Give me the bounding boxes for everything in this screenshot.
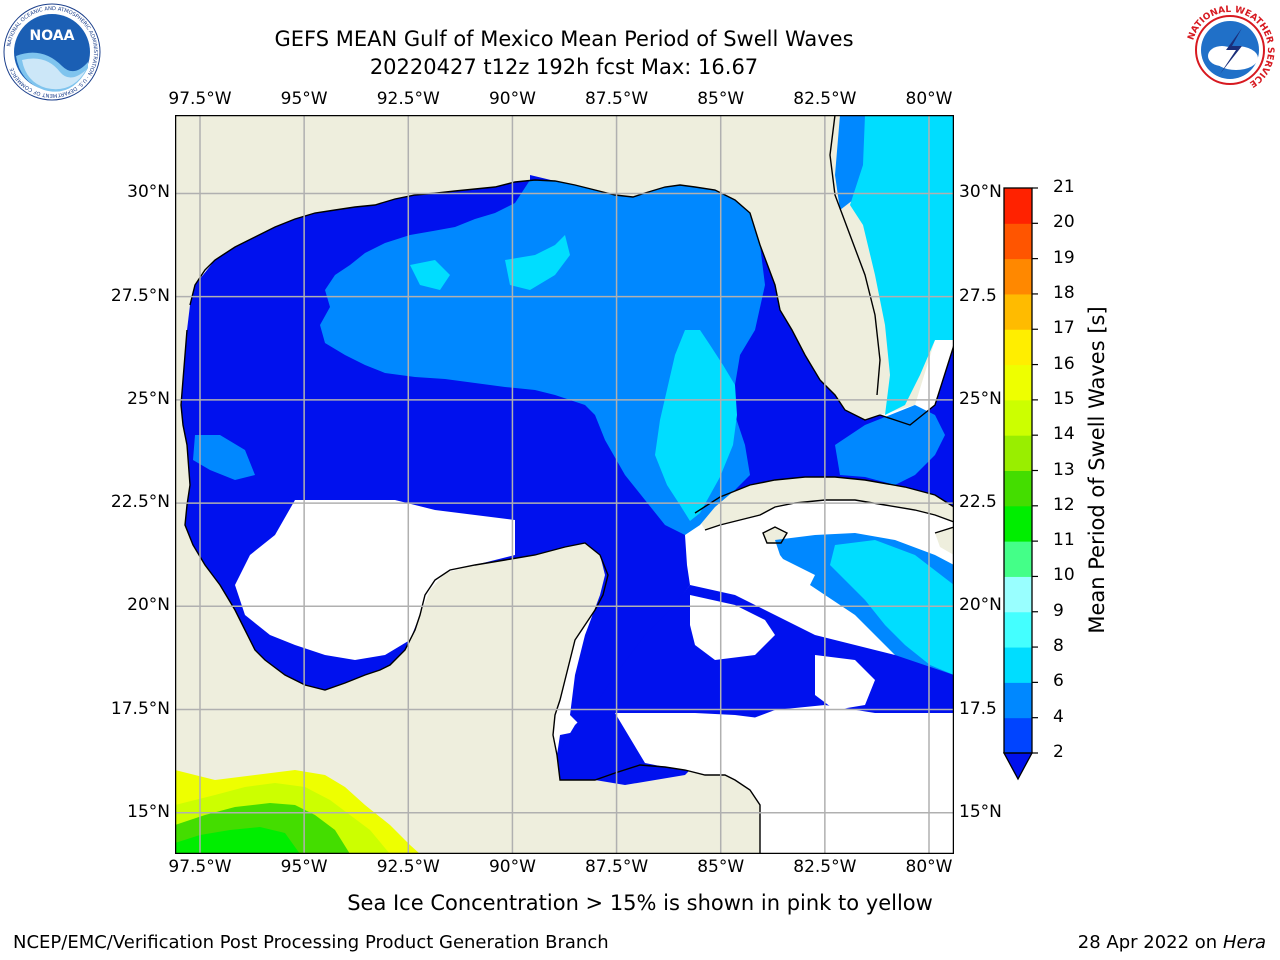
colorbar-segment-10 bbox=[1004, 364, 1032, 401]
colorbar-tick-label-2: 6 bbox=[1053, 671, 1064, 692]
lat-tick-left-1: 27.5°N bbox=[110, 285, 170, 306]
gap-bay-of-campeche bbox=[235, 500, 515, 660]
lon-tick-top-1: 95°W bbox=[280, 89, 328, 109]
lon-tick-bottom-4: 87.5°W bbox=[584, 857, 649, 877]
lon-tick-top-5: 85°W bbox=[697, 89, 745, 109]
swell-4-6s-caribbean bbox=[830, 540, 954, 675]
lat-tick-left-2: 25°N bbox=[127, 388, 170, 409]
lon-tick-bottom-5: 85°W bbox=[697, 857, 745, 877]
swell-4-6s-north bbox=[505, 235, 570, 290]
lat-tick-left-6: 15°N bbox=[127, 801, 170, 822]
colorbar-segment-15 bbox=[1004, 188, 1032, 224]
nws-logo: NATIONAL WEATHER SERVICE bbox=[1182, 2, 1278, 98]
colorbar-tick-label-8: 13 bbox=[1053, 459, 1075, 480]
colorbar-tick-label-10: 15 bbox=[1053, 388, 1075, 409]
date-text: 28 Apr 2022 on bbox=[1077, 932, 1218, 953]
data-gaps bbox=[235, 500, 954, 854]
lon-tick-top-3: 90°W bbox=[488, 89, 536, 109]
date-credit: 28 Apr 2022 on Hera bbox=[1078, 932, 1266, 953]
lon-tick-bottom-1: 95°W bbox=[280, 857, 328, 877]
colorbar-segment-9 bbox=[1004, 399, 1032, 436]
lat-tick-right-1: 27.5 bbox=[959, 285, 997, 306]
colorbar-tick-label-0: 2 bbox=[1053, 742, 1064, 762]
land-cuba bbox=[695, 477, 954, 530]
gap-caribbean-mid bbox=[690, 595, 775, 660]
org-credit: NCEP/EMC/Verification Post Processing Pr… bbox=[13, 932, 609, 953]
lat-tick-right-4: 20°N bbox=[959, 595, 1002, 616]
colorbar-tick-label-13: 18 bbox=[1053, 282, 1075, 303]
colorbar-segment-4 bbox=[1004, 576, 1032, 613]
noaa-logo: NOAA NATIONAL OCEANIC AND ATMOSPHERIC AD… bbox=[2, 2, 102, 102]
map-gridlines bbox=[175, 115, 954, 854]
colorbar-tick-label-7: 12 bbox=[1053, 494, 1075, 515]
colorbar-segment-11 bbox=[1004, 329, 1032, 366]
lat-tick-left-5: 17.5°N bbox=[110, 698, 170, 719]
swell-4-6s-west bbox=[410, 260, 450, 290]
coastlines bbox=[180, 115, 954, 854]
colorbar-segment-14 bbox=[1004, 223, 1032, 260]
lat-tick-left-4: 20°N bbox=[127, 595, 170, 616]
lat-tick-right-6: 15°N bbox=[959, 801, 1002, 822]
lat-tick-left-3: 22.5°N bbox=[110, 492, 170, 513]
lon-tick-bottom-3: 90°W bbox=[488, 857, 536, 877]
colorbar-segment-5 bbox=[1004, 541, 1032, 577]
colorbar-tick-label-3: 8 bbox=[1053, 636, 1064, 657]
lon-tick-top-4: 87.5°W bbox=[584, 89, 649, 109]
colorbar-tick-label-12: 17 bbox=[1053, 318, 1075, 339]
lat-tick-right-0: 30°N bbox=[959, 182, 1002, 203]
noaa-logo-text: NOAA bbox=[30, 28, 75, 44]
colorbar-tick-label-4: 9 bbox=[1053, 600, 1064, 621]
lon-tick-bottom-7: 80°W bbox=[905, 857, 953, 877]
swell-2-4s-straits bbox=[835, 405, 945, 485]
colorbar-segment-12 bbox=[1004, 293, 1032, 330]
lon-tick-top-0: 97.5°W bbox=[168, 89, 232, 109]
colorbar-segment-1 bbox=[1004, 682, 1032, 719]
colorbar-segment-2 bbox=[1004, 647, 1032, 683]
land-isle-of-youth bbox=[763, 527, 787, 543]
gap-caribbean-east bbox=[695, 545, 815, 595]
colorbar-tick-label-15: 20 bbox=[1053, 212, 1075, 233]
colorbar-segment-6 bbox=[1004, 505, 1032, 542]
ice-green-2 bbox=[175, 827, 300, 854]
colorbar-tick-label-16: 21 bbox=[1053, 177, 1075, 197]
swell-4-6s-atlantic bbox=[850, 115, 954, 415]
gap-caribbean-right bbox=[815, 655, 875, 710]
colorbar-tick-label-6: 11 bbox=[1053, 530, 1075, 551]
map-plot bbox=[175, 115, 954, 854]
title-line-2: 20220427 t12z 192h fcst Max: 16.67 bbox=[369, 55, 759, 79]
lon-tick-top-7: 80°W bbox=[905, 89, 953, 109]
colorbar-segment-0 bbox=[1004, 717, 1032, 754]
lat-tick-right-5: 17.5 bbox=[959, 698, 997, 719]
colorbar-segment-13 bbox=[1004, 258, 1032, 295]
lat-tick-right-3: 22.5 bbox=[959, 492, 997, 513]
colorbar-segment-7 bbox=[1004, 470, 1032, 507]
swell-field bbox=[181, 115, 954, 785]
swell-4-6s-loop-current bbox=[655, 330, 737, 521]
land-hispaniola-edge bbox=[935, 527, 954, 555]
colorbar-tick-label-9: 14 bbox=[1053, 424, 1075, 445]
colorbar-segment-3 bbox=[1004, 611, 1032, 648]
map-frame bbox=[175, 115, 954, 854]
colorbar-tick-label-11: 16 bbox=[1053, 353, 1075, 374]
lat-tick-left-0: 30°N bbox=[127, 182, 170, 203]
colorbar-segment-8 bbox=[1004, 435, 1032, 471]
sea-ice-caption: Sea Ice Concentration > 15% is shown in … bbox=[347, 891, 933, 915]
lat-tick-right-2: 25°N bbox=[959, 388, 1002, 409]
swell-2-4s-sw bbox=[193, 435, 255, 480]
colorbar-extend-min bbox=[1002, 752, 1034, 781]
colorbar bbox=[1002, 187, 1038, 781]
lon-tick-bottom-0: 97.5°W bbox=[168, 857, 232, 877]
lon-tick-top-2: 92.5°W bbox=[376, 89, 440, 109]
lon-tick-bottom-6: 82.5°W bbox=[793, 857, 857, 877]
title-line-1: GEFS MEAN Gulf of Mexico Mean Period of … bbox=[274, 27, 854, 51]
colorbar-tick-label-14: 19 bbox=[1053, 247, 1075, 268]
colorbar-label: Mean Period of Swell Waves [s] bbox=[1085, 306, 1109, 634]
colorbar-tick-label-5: 10 bbox=[1053, 565, 1075, 586]
lon-tick-top-6: 82.5°W bbox=[793, 89, 857, 109]
host-name: Hera bbox=[1222, 932, 1266, 953]
gap-caribbean-south bbox=[615, 713, 954, 854]
lon-tick-bottom-2: 92.5°W bbox=[376, 857, 440, 877]
colorbar-tick-label-1: 4 bbox=[1053, 706, 1064, 727]
